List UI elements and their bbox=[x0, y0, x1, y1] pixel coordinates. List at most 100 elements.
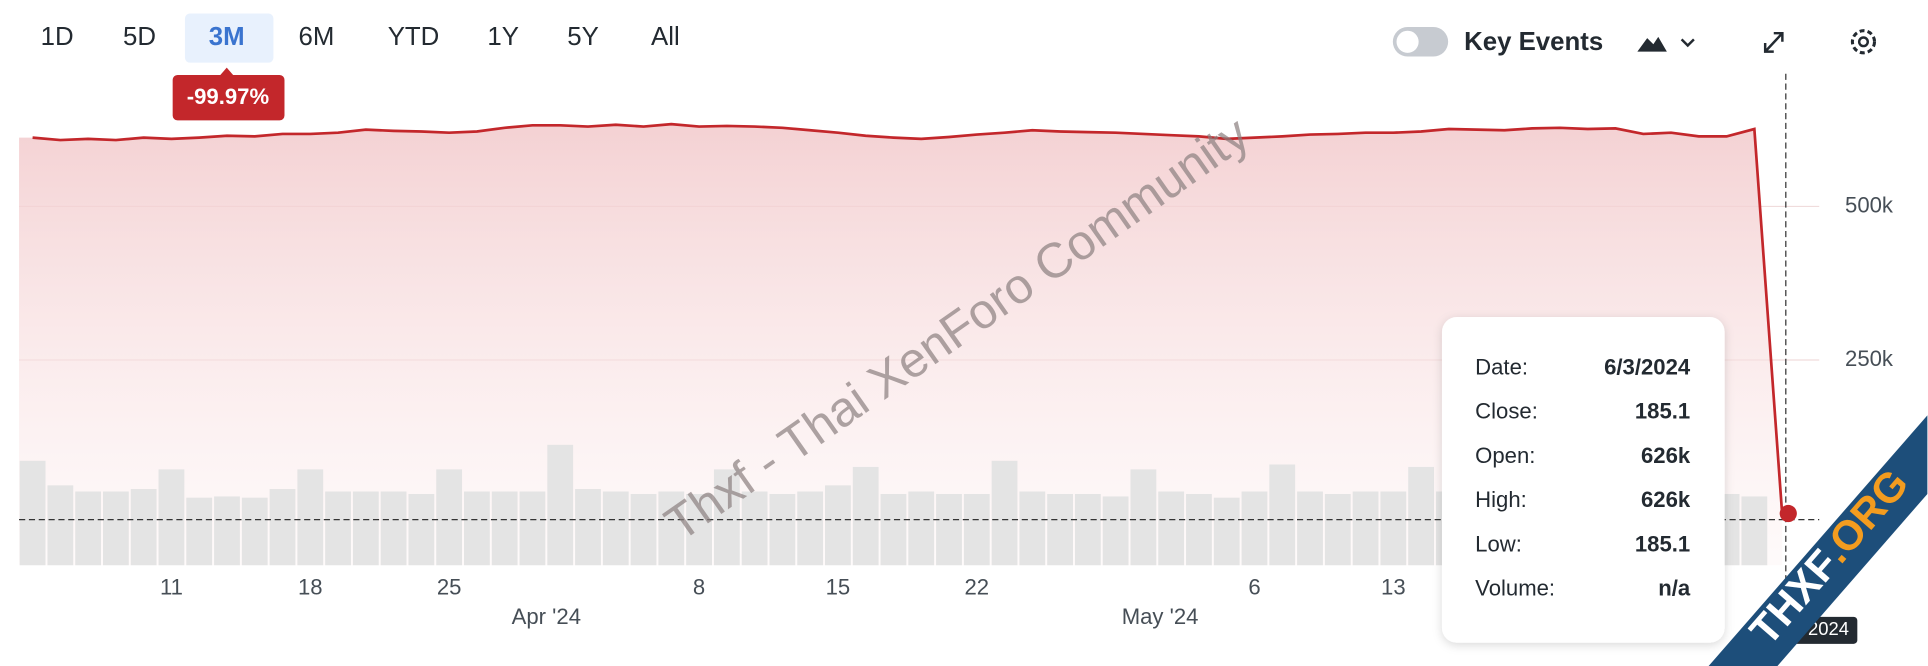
last-point bbox=[1779, 504, 1797, 523]
volume-bar bbox=[769, 493, 796, 566]
volume-bar bbox=[158, 469, 185, 566]
chart-type-button[interactable] bbox=[1637, 36, 1695, 52]
volume-bar bbox=[1352, 491, 1379, 566]
x-group-label: May '24 bbox=[1122, 604, 1199, 629]
volume-bar bbox=[214, 496, 240, 566]
range-button[interactable]: 6M bbox=[299, 23, 335, 51]
volume-bar bbox=[1269, 464, 1296, 566]
volume-bar bbox=[741, 491, 768, 566]
tooltip-label: Volume: bbox=[1475, 576, 1555, 601]
expand-icon[interactable] bbox=[1763, 31, 1784, 53]
volume-bar bbox=[908, 491, 935, 566]
volume-bar bbox=[852, 466, 879, 566]
volume-bar bbox=[325, 491, 351, 566]
tooltip-label: Close: bbox=[1475, 399, 1538, 424]
y-tick-label: 500k bbox=[1845, 192, 1894, 217]
volume-bar bbox=[297, 469, 324, 566]
volume-bar bbox=[1130, 469, 1157, 566]
x-tick-label: 11 bbox=[160, 574, 183, 599]
gear-center[interactable] bbox=[1857, 36, 1869, 48]
tooltip-value: 6/3/2024 bbox=[1604, 354, 1691, 379]
mountain-icon[interactable] bbox=[1637, 36, 1667, 52]
range-button[interactable]: 5Y bbox=[567, 23, 599, 51]
volume-bar bbox=[936, 493, 962, 566]
x-tick-label: 15 bbox=[826, 574, 851, 599]
volume-bar bbox=[380, 491, 407, 566]
volume-bar bbox=[1158, 491, 1185, 566]
tooltip-value: 626k bbox=[1641, 487, 1691, 512]
gear-icon[interactable] bbox=[1850, 29, 1877, 55]
settings-button[interactable] bbox=[1850, 29, 1877, 55]
volume-bar bbox=[547, 444, 574, 566]
key-events-label: Key Events bbox=[1464, 28, 1603, 56]
volume-bar bbox=[19, 460, 46, 566]
range-button[interactable]: 5D bbox=[123, 23, 156, 51]
volume-bar bbox=[1074, 493, 1101, 566]
volume-bar bbox=[269, 489, 296, 566]
tooltip-label: High: bbox=[1475, 487, 1527, 512]
volume-bar bbox=[963, 493, 990, 566]
key-events-toggle[interactable] bbox=[1392, 27, 1449, 57]
tooltip-value: 185.1 bbox=[1635, 399, 1690, 424]
volume-bar bbox=[1297, 491, 1323, 566]
toggle-knob[interactable] bbox=[1396, 30, 1419, 53]
volume-bar bbox=[880, 493, 907, 566]
range-button[interactable]: 1D bbox=[41, 23, 74, 51]
volume-bar bbox=[825, 485, 851, 566]
tooltip-label: Low: bbox=[1475, 531, 1522, 556]
volume-bar bbox=[658, 491, 685, 566]
area-fill bbox=[19, 124, 1783, 566]
volume-bar bbox=[186, 497, 213, 566]
x-tick-label: 8 bbox=[693, 574, 705, 599]
volume-bar bbox=[1741, 496, 1768, 566]
volume-bar bbox=[602, 491, 629, 566]
x-tick-label: 18 bbox=[298, 574, 323, 599]
volume-bar bbox=[991, 460, 1018, 566]
range-button[interactable]: All bbox=[651, 23, 680, 51]
volume-bar bbox=[1047, 493, 1073, 566]
volume-bar bbox=[102, 491, 129, 566]
tooltip-value: 185.1 bbox=[1635, 531, 1690, 556]
tooltip-box bbox=[1441, 317, 1725, 643]
volume-bar bbox=[491, 491, 518, 566]
volume-bar bbox=[47, 485, 74, 566]
volume-bar bbox=[1408, 466, 1435, 566]
chevron-icon[interactable] bbox=[1680, 38, 1695, 48]
toolbar: 1D 5D 3M 6M YTD 1Y 5Y All -99.97% bbox=[41, 13, 680, 121]
volume-bar bbox=[1241, 491, 1268, 566]
range-button[interactable]: 1Y bbox=[487, 23, 519, 51]
volume-bar bbox=[352, 491, 379, 566]
change-badge bbox=[172, 74, 285, 121]
change-badge-text: -99.97% bbox=[187, 84, 270, 109]
tooltip-label: Open: bbox=[1475, 443, 1535, 468]
tooltip-value: 626k bbox=[1641, 443, 1691, 468]
tooltip-label: Date: bbox=[1475, 354, 1528, 379]
volume-bar bbox=[1380, 491, 1407, 566]
volume-bar bbox=[630, 493, 657, 566]
volume-bar bbox=[1186, 493, 1212, 566]
range-button[interactable]: YTD bbox=[388, 23, 440, 51]
volume-bar bbox=[1019, 491, 1046, 566]
volume-bar bbox=[1324, 493, 1351, 566]
volume-bar bbox=[464, 491, 490, 566]
tooltip: Date: 6/3/2024 Close: 185.1 Open: 626k High: 62… bbox=[1441, 317, 1725, 643]
volume-bar bbox=[130, 489, 157, 566]
range-selected-bg[interactable] bbox=[184, 13, 274, 63]
x-tick-label: 6 bbox=[1248, 574, 1260, 599]
x-group-label: Apr '24 bbox=[512, 604, 581, 629]
price-line bbox=[32, 122, 1784, 514]
y-tick-label: 250k bbox=[1845, 346, 1894, 371]
volume-bar bbox=[241, 497, 268, 566]
volume-bar bbox=[408, 493, 435, 566]
range-button[interactable]: 3M bbox=[209, 23, 245, 51]
volume-bar bbox=[1213, 497, 1240, 566]
x-tick-label: 22 bbox=[964, 574, 989, 599]
volume-bar bbox=[797, 491, 824, 566]
volume-bar bbox=[575, 489, 601, 566]
x-tick-label: 25 bbox=[437, 574, 462, 599]
badge-pointer bbox=[219, 67, 235, 77]
tooltip-value: n/a bbox=[1658, 576, 1691, 601]
expand-button[interactable] bbox=[1763, 31, 1784, 53]
volume-bar bbox=[686, 493, 712, 566]
